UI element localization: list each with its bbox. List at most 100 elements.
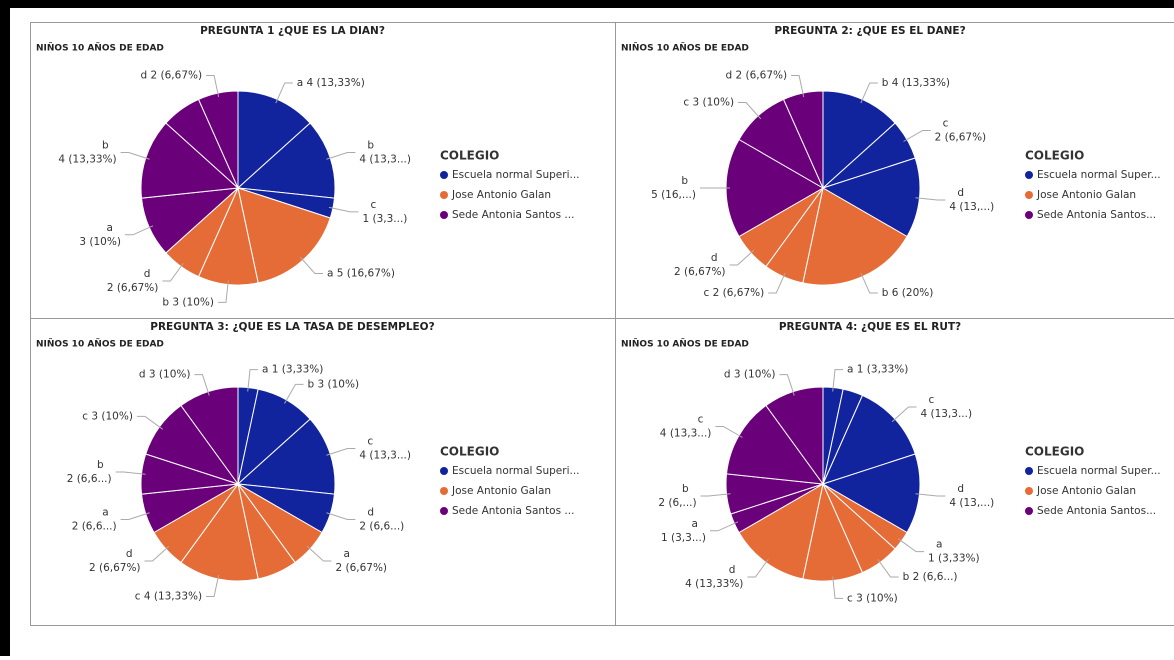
panel-title: PREGUNTA 1 ¿QUE ES LA DIAN? <box>200 25 385 37</box>
slice-label: a 4 (13,33%) <box>297 77 365 89</box>
legend-marker <box>440 487 448 495</box>
slice-label: b 3 (10%) <box>308 378 360 390</box>
legend-marker <box>1025 487 1033 495</box>
slice-label: 4 (13,3...) <box>359 449 411 461</box>
frame-left <box>0 0 10 656</box>
slice-label: c <box>943 118 949 130</box>
slice-label: 2 (6,67%) <box>674 266 726 278</box>
slice-label: c 3 (10%) <box>683 97 734 109</box>
panel-subtitle: NIÑOS 10 AÑOS DE EDAD <box>621 339 749 350</box>
slice-label: c 2 (6,67%) <box>704 287 765 299</box>
slice-label: 2 (6,67%) <box>107 282 159 294</box>
chart-panel: PREGUNTA 1 ¿QUE ES LA DIAN? NIÑOS 10 AÑOS… <box>31 23 616 319</box>
legend-marker <box>440 467 448 475</box>
legend-title: COLEGIO <box>440 445 499 459</box>
legend-marker <box>1025 191 1033 199</box>
legend-entry: Jose Antonio Galan <box>1036 189 1136 201</box>
slice-label: a 1 (3,33%) <box>847 364 908 376</box>
slice-label: b <box>682 483 689 495</box>
legend-entry: Escuela normal Superi... <box>452 465 580 477</box>
slice-label: a <box>102 507 108 519</box>
frame-top <box>0 0 1174 8</box>
slice-label: d 2 (6,67%) <box>726 70 788 82</box>
slice-label: 2 (6,67%) <box>335 562 387 574</box>
slice-label: 1 (3,3...) <box>661 532 706 544</box>
slice-label: 2 (6,...) <box>658 497 696 509</box>
panel-title: PREGUNTA 3: ¿QUE ES LA TASA DE DESEMPLEO… <box>150 321 434 333</box>
slice-label: c <box>698 414 704 426</box>
legend-entry: Jose Antonio Galan <box>1036 485 1136 497</box>
slice-label: 5 (16,...) <box>651 189 696 201</box>
slice-label: 4 (13,...) <box>949 201 994 213</box>
legend-marker <box>440 171 448 179</box>
slice-label: 2 (6,6...) <box>359 521 404 533</box>
legend-marker <box>440 507 448 515</box>
panel-subtitle: NIÑOS 10 AÑOS DE EDAD <box>36 339 164 350</box>
slice-label: d <box>729 564 736 576</box>
slice-label: d <box>144 268 151 280</box>
slice-label: d <box>711 252 718 264</box>
slice-label: b <box>97 459 104 471</box>
slice-label: 4 (13,33%) <box>58 153 116 165</box>
legend-marker <box>1025 211 1033 219</box>
slice-label: c 3 (10%) <box>82 410 133 422</box>
chart-panel: PREGUNTA 4: ¿QUE ES EL RUT? NIÑOS 10 AÑOS… <box>616 319 1174 626</box>
legend-marker <box>440 191 448 199</box>
slice-label: 3 (10%) <box>79 236 121 248</box>
panel-title: PREGUNTA 2: ¿QUE ES EL DANE? <box>774 25 965 37</box>
slice-label: c <box>370 199 376 211</box>
slice-label: 2 (6,6...) <box>67 473 112 485</box>
slice-label: d 2 (6,67%) <box>141 70 203 82</box>
slice-label: b 2 (6,6...) <box>903 571 958 583</box>
legend-title: COLEGIO <box>1025 149 1084 163</box>
slice-label: d 3 (10%) <box>139 369 191 381</box>
slice-label: c 4 (13,33%) <box>135 590 202 602</box>
slice-label: b 6 (20%) <box>882 287 934 299</box>
legend-marker <box>440 211 448 219</box>
legend-entry: Jose Antonio Galan <box>451 189 551 201</box>
slice-label: 2 (6,67%) <box>935 132 987 144</box>
legend-entry: Sede Antonia Santos ... <box>452 505 574 517</box>
slice-label: a <box>936 539 942 551</box>
slice-label: a <box>343 548 349 560</box>
slice-label: 2 (6,67%) <box>89 562 141 574</box>
slice-label: 1 (3,3...) <box>362 213 407 225</box>
legend-marker <box>1025 507 1033 515</box>
panel-subtitle: NIÑOS 10 AÑOS DE EDAD <box>36 43 164 54</box>
legend-entry: Sede Antonia Santos ... <box>452 209 574 221</box>
slice-label: 2 (6,6...) <box>72 521 117 533</box>
slice-label: c 3 (10%) <box>847 592 898 604</box>
slice-label: 4 (13,...) <box>949 497 994 509</box>
panel-title: PREGUNTA 4: ¿QUE ES EL RUT? <box>779 321 961 333</box>
slice-label: b <box>102 139 109 151</box>
legend-title: COLEGIO <box>1025 445 1084 459</box>
slice-label: b 3 (10%) <box>162 296 214 308</box>
slice-label: 4 (13,3...) <box>920 408 972 420</box>
slice-label: d <box>126 548 133 560</box>
legend-title: COLEGIO <box>440 149 499 163</box>
slice-label: a <box>107 222 113 234</box>
slice-label: d 3 (10%) <box>724 369 776 381</box>
legend-marker <box>1025 467 1033 475</box>
slice-label: a 1 (3,33%) <box>262 364 323 376</box>
legend-entry: Escuela normal Super... <box>1037 169 1161 181</box>
slice-label: 4 (13,3...) <box>660 428 712 440</box>
legend-entry: Jose Antonio Galan <box>451 485 551 497</box>
slice-label: d <box>957 187 964 199</box>
legend-entry: Escuela normal Superi... <box>452 169 580 181</box>
slice-label: a 5 (16,67%) <box>327 267 395 279</box>
slice-label: b 4 (13,33%) <box>882 77 950 89</box>
slice-label: 4 (13,3...) <box>359 153 411 165</box>
slice-label: d <box>957 483 964 495</box>
legend-entry: Escuela normal Super... <box>1037 465 1161 477</box>
slice-label: 4 (13,33%) <box>685 578 743 590</box>
slice-label: a <box>692 518 698 530</box>
legend-entry: Sede Antonia Santos... <box>1037 209 1156 221</box>
slice-label: 1 (3,33%) <box>928 553 980 565</box>
slice-label: b <box>367 139 374 151</box>
chart-panel: PREGUNTA 3: ¿QUE ES LA TASA DE DESEMPLEO… <box>31 319 616 626</box>
panel-subtitle: NIÑOS 10 AÑOS DE EDAD <box>621 43 749 54</box>
